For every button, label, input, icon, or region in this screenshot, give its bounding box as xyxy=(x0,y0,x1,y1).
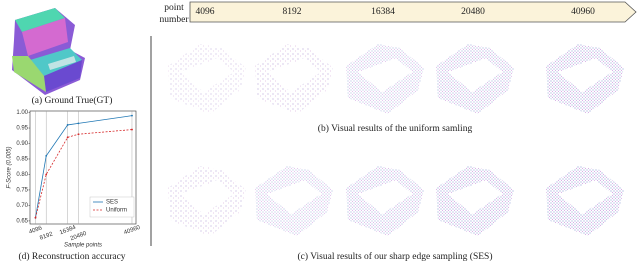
ses-cloud xyxy=(546,166,624,236)
legend-label: Uniform xyxy=(106,208,127,214)
banner-value: 16384 xyxy=(371,7,395,17)
y-axis-label: F-Score (0.005) xyxy=(7,146,13,188)
y-tick-label: 0.95 xyxy=(16,126,28,132)
point xyxy=(131,114,133,117)
point xyxy=(45,173,48,176)
caption: (a) Ground True(GT) xyxy=(32,95,113,106)
x-tick-label: 20480 xyxy=(70,231,88,243)
x-tick-label: 40960 xyxy=(123,225,141,237)
ses-cloud xyxy=(346,166,424,236)
point xyxy=(131,128,133,131)
banner-label: point xyxy=(164,3,184,13)
banner-arrow xyxy=(189,1,637,23)
ses-cloud xyxy=(168,166,246,236)
x-tick-label: 8192 xyxy=(39,231,54,241)
caption: (b) Visual results of the uniform samlin… xyxy=(318,123,473,134)
point xyxy=(77,133,80,136)
point xyxy=(77,122,80,125)
banner: 4096 8192 16384 20480 40960 xyxy=(196,7,596,17)
banner-value: 20480 xyxy=(461,7,485,17)
y-tick-label: 0.85 xyxy=(16,157,28,163)
uniform-cloud xyxy=(346,44,424,114)
y-tick-label: 1.00 xyxy=(16,110,28,116)
banner-value: 4096 xyxy=(196,7,215,17)
plot-area xyxy=(29,110,137,225)
caption: (d) Reconstruction accuracy xyxy=(18,251,125,262)
x-tick-label: 16384 xyxy=(59,225,77,237)
x-axis-label: Sample points xyxy=(64,243,102,249)
y-tick-label: 0.65 xyxy=(16,218,28,224)
y-tick-label: 0.80 xyxy=(16,172,28,178)
banner-label: number xyxy=(159,15,189,25)
chart: 0.65 0.70 0.75 0.80 0.85 0.90 0.95 1.00 40968192… xyxy=(7,110,142,248)
ses-cloud xyxy=(436,166,514,236)
y-tick-label: 0.75 xyxy=(16,188,28,194)
legend-label: SES xyxy=(106,200,118,206)
uniform-cloud xyxy=(255,44,333,114)
ses-cloud xyxy=(255,166,333,236)
banner-value: 8192 xyxy=(283,7,302,17)
y-tick-label: 0.70 xyxy=(16,203,28,209)
point xyxy=(45,154,48,157)
x-tick-label: 4096 xyxy=(28,225,43,235)
y-tick-label: 0.90 xyxy=(16,141,28,147)
gt-render xyxy=(12,8,85,95)
point xyxy=(66,124,69,126)
point xyxy=(34,216,37,219)
uniform-cloud xyxy=(436,44,514,114)
uniform-cloud xyxy=(168,44,246,114)
uniform-cloud xyxy=(546,44,624,114)
caption: (c) Visual results of our sharp edge sam… xyxy=(297,251,492,262)
banner-value: 40960 xyxy=(571,7,595,17)
point xyxy=(66,136,69,139)
point-clouds xyxy=(168,44,624,236)
